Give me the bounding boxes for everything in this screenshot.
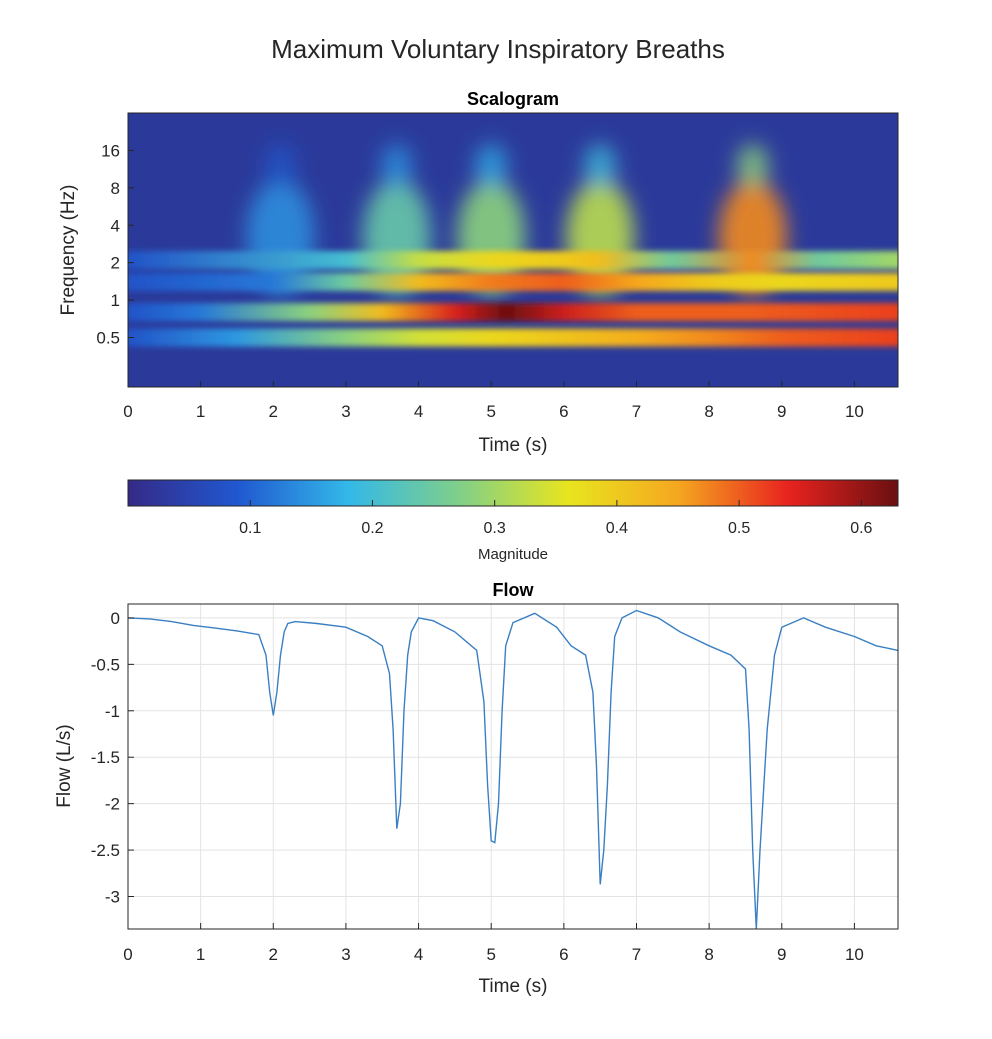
flow-y-tick-label: -2.5 <box>91 841 120 860</box>
scalogram-lobe-top-2 <box>475 143 508 188</box>
scalogram-y-tick-label: 4 <box>111 216 120 235</box>
scalogram-x-tick-label: 1 <box>196 402 205 421</box>
scalogram-x-tick-label: 4 <box>414 402 423 421</box>
colorbar-tick-label: 0.6 <box>850 520 872 537</box>
scalogram-title: Scalogram <box>467 89 559 109</box>
colorbar-tick-label: 0.1 <box>239 520 261 537</box>
colorbar-gradient <box>127 479 899 507</box>
flow-x-tick-label: 7 <box>632 945 641 964</box>
scalogram-x-label: Time (s) <box>479 435 548 456</box>
scalogram-band-0 <box>128 328 898 347</box>
flow-axes: Flow 0 1 2 3 4 5 6 7 8 9 10 0 -0.5 -1 -1.5 -2 -2.5 -3 Ti… <box>54 580 899 997</box>
flow-x-tick-label: 3 <box>341 945 350 964</box>
scalogram-x-tick-label: 9 <box>777 402 786 421</box>
flow-x-tick-label: 2 <box>269 945 278 964</box>
colorbar-ticks: 0.1 0.2 0.3 0.4 0.5 0.6 <box>239 500 873 537</box>
flow-x-tick-label: 9 <box>777 945 786 964</box>
flow-y-tick-label: -1.5 <box>91 748 120 767</box>
scalogram-bands <box>128 251 898 347</box>
flow-y-tick-label: -2 <box>105 795 120 814</box>
flow-x-tick-label: 8 <box>704 945 713 964</box>
flow-x-tick-label: 10 <box>845 945 864 964</box>
flow-x-ticks: 0 1 2 3 4 5 6 7 8 9 10 <box>123 923 864 964</box>
scalogram-y-tick-label: 0.5 <box>96 329 120 348</box>
scalogram-y-tick-label: 16 <box>101 141 120 160</box>
scalogram-y-label: Frequency (Hz) <box>58 185 79 316</box>
scalogram-x-tick-label: 7 <box>632 402 641 421</box>
scalogram-band-1 <box>128 303 898 322</box>
flow-y-label: Flow (L/s) <box>54 724 75 807</box>
scalogram-lobe-top-4 <box>736 143 769 188</box>
scalogram-x-ticks: 0 1 2 3 4 5 6 7 8 9 10 <box>123 381 864 421</box>
scalogram-lobe-top-0 <box>264 143 297 188</box>
scalogram-y-tick-label: 2 <box>111 254 120 273</box>
scalogram-y-tick-label: 1 <box>111 291 120 310</box>
colorbar-tick-label: 0.5 <box>728 520 750 537</box>
flow-frame <box>127 603 899 930</box>
flow-x-tick-label: 1 <box>196 945 205 964</box>
scalogram-y-tick-label: 8 <box>111 179 120 198</box>
flow-title: Flow <box>493 580 535 600</box>
flow-y-tick-label: 0 <box>111 609 120 628</box>
scalogram-frame <box>127 112 899 388</box>
scalogram-band-2 <box>128 272 898 291</box>
flow-x-tick-label: 5 <box>486 945 495 964</box>
scalogram-x-tick-label: 3 <box>341 402 350 421</box>
flow-x-tick-label: 0 <box>123 945 132 964</box>
flow-x-tick-label: 4 <box>414 945 423 964</box>
scalogram-x-tick-label: 0 <box>123 402 132 421</box>
scalogram-x-tick-label: 8 <box>704 402 713 421</box>
scalogram-x-tick-label: 10 <box>845 402 864 421</box>
flow-y-ticks: 0 -0.5 -1 -1.5 -2 -2.5 -3 <box>91 609 134 907</box>
colorbar-tick-label: 0.4 <box>606 520 628 537</box>
figure-suptitle: Maximum Voluntary Inspiratory Breaths <box>271 34 725 64</box>
scalogram-x-tick-label: 6 <box>559 402 568 421</box>
colorbar-tick-label: 0.2 <box>361 520 383 537</box>
flow-x-tick-label: 6 <box>559 945 568 964</box>
flow-y-tick-label: -1 <box>105 702 120 721</box>
flow-grid <box>127 604 898 929</box>
flow-y-tick-label: -3 <box>105 888 120 907</box>
scalogram-x-tick-label: 5 <box>486 402 495 421</box>
colorbar: 0.1 0.2 0.3 0.4 0.5 0.6 Magnitude <box>127 479 899 563</box>
flow-y-tick-label: -0.5 <box>91 655 120 674</box>
colorbar-tick-label: 0.3 <box>484 520 506 537</box>
scalogram-y-ticks: 0.5 1 2 4 8 16 <box>96 141 134 348</box>
scalogram-band-3 <box>128 251 898 270</box>
colorbar-label: Magnitude <box>478 546 548 563</box>
scalogram-x-tick-label: 2 <box>269 402 278 421</box>
scalogram-axes: Scalogram 0 1 2 3 4 5 6 7 8 9 10 0.5 1 2 4 8 16 Time (s… <box>58 89 899 456</box>
scalogram-lobe-top-1 <box>380 143 413 188</box>
flow-series-line <box>127 609 899 930</box>
scalogram-lobe-top-3 <box>584 143 617 188</box>
flow-x-label: Time (s) <box>479 976 548 997</box>
